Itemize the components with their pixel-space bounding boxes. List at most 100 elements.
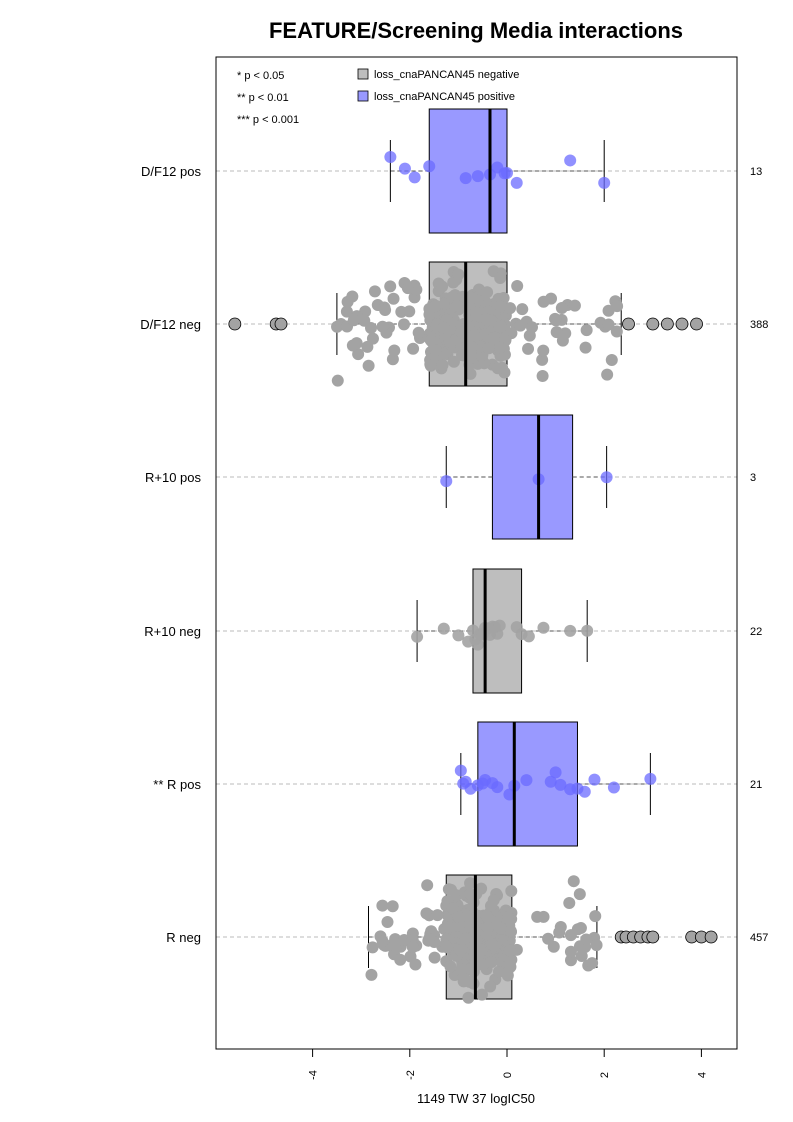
outlier-point	[228, 317, 242, 331]
data-point	[347, 314, 360, 327]
data-point	[376, 320, 389, 333]
data-point	[442, 883, 455, 896]
data-point	[493, 619, 506, 632]
data-point	[437, 321, 450, 334]
data-point	[464, 962, 477, 975]
data-point	[466, 292, 479, 305]
data-point	[537, 621, 550, 634]
data-point	[440, 940, 453, 953]
data-point	[493, 320, 506, 333]
data-point	[365, 968, 378, 981]
data-point	[366, 941, 379, 954]
data-point	[463, 975, 476, 988]
data-point	[475, 882, 488, 895]
data-point	[537, 295, 550, 308]
data-point	[580, 324, 593, 337]
data-point	[381, 915, 394, 928]
data-point	[602, 318, 615, 331]
outlier-point	[660, 317, 674, 331]
data-point	[408, 171, 421, 184]
x-tick-label: -2	[405, 1070, 417, 1080]
data-point	[600, 471, 613, 484]
data-point	[564, 154, 577, 167]
group-label: D/F12 neg	[140, 317, 201, 332]
data-point	[505, 884, 518, 897]
data-point	[544, 775, 557, 788]
data-point	[610, 325, 623, 338]
data-point	[429, 300, 442, 313]
data-point	[465, 349, 478, 362]
data-point	[523, 329, 536, 342]
data-point	[573, 888, 586, 901]
data-point	[411, 630, 424, 643]
data-point	[379, 303, 392, 316]
data-point	[451, 919, 464, 932]
data-point	[455, 963, 468, 976]
group-count: 13	[750, 166, 762, 178]
data-point	[442, 920, 455, 933]
group-count: 388	[750, 319, 768, 331]
data-point	[644, 772, 657, 785]
data-point	[503, 944, 516, 957]
data-point	[469, 306, 482, 319]
data-point	[542, 932, 555, 945]
group-label: R+10 pos	[145, 470, 202, 485]
x-tick-label: 4	[696, 1072, 708, 1078]
data-point	[362, 359, 375, 372]
data-point	[444, 960, 457, 973]
data-point	[578, 785, 591, 798]
x-axis: -4 -2 0 2 4	[308, 1049, 708, 1080]
group-count: 457	[750, 932, 768, 944]
data-point	[494, 271, 507, 284]
data-point	[549, 766, 562, 779]
data-point	[446, 291, 459, 304]
data-point	[424, 358, 437, 371]
data-point	[398, 162, 411, 175]
group-label: R+10 neg	[144, 624, 201, 639]
data-point	[428, 951, 441, 964]
color-legend: loss_cnaPANCAN45 negative loss_cnaPANCAN4…	[357, 68, 519, 103]
outlier-point	[690, 317, 703, 331]
data-point	[368, 285, 381, 298]
data-point	[516, 303, 529, 316]
data-point	[340, 305, 353, 318]
data-point	[384, 151, 397, 164]
data-point	[481, 921, 494, 934]
group-label: D/F12 pos	[141, 164, 201, 179]
data-point	[397, 318, 410, 331]
data-point	[491, 781, 504, 794]
data-point	[522, 630, 535, 643]
data-point	[580, 933, 593, 946]
data-point	[481, 286, 494, 299]
data-point	[493, 341, 506, 354]
data-point	[464, 877, 477, 890]
data-point	[423, 932, 436, 945]
data-point	[407, 342, 420, 355]
significance-legend: * p < 0.05 ** p < 0.01 *** p < 0.001	[237, 70, 299, 126]
data-point	[350, 337, 363, 350]
plot-area: D/F12 pos 13 D/F12 neg 388 R+10 pos 3 R+10 neg…	[140, 108, 768, 1004]
data-point	[436, 280, 449, 293]
data-point	[424, 334, 437, 347]
data-point	[406, 941, 419, 954]
data-point	[409, 958, 422, 971]
data-point	[465, 340, 478, 353]
x-axis-label: 1149 TW 37 logIC50	[417, 1091, 535, 1106]
data-point	[482, 342, 495, 355]
data-point	[536, 353, 549, 366]
data-point	[394, 953, 407, 966]
data-point	[553, 926, 566, 939]
x-tick-label: 2	[599, 1072, 611, 1078]
data-point	[502, 911, 515, 924]
data-point	[464, 887, 477, 900]
data-point	[459, 932, 472, 945]
chart-title: FEATURE/Screening Media interactions	[269, 18, 683, 43]
significance-entry: *** p < 0.001	[237, 114, 299, 126]
data-point	[388, 939, 401, 952]
data-point	[471, 638, 484, 651]
data-point	[549, 312, 562, 325]
group-label: R neg	[166, 930, 201, 945]
data-point	[452, 629, 465, 642]
data-point	[588, 773, 601, 786]
